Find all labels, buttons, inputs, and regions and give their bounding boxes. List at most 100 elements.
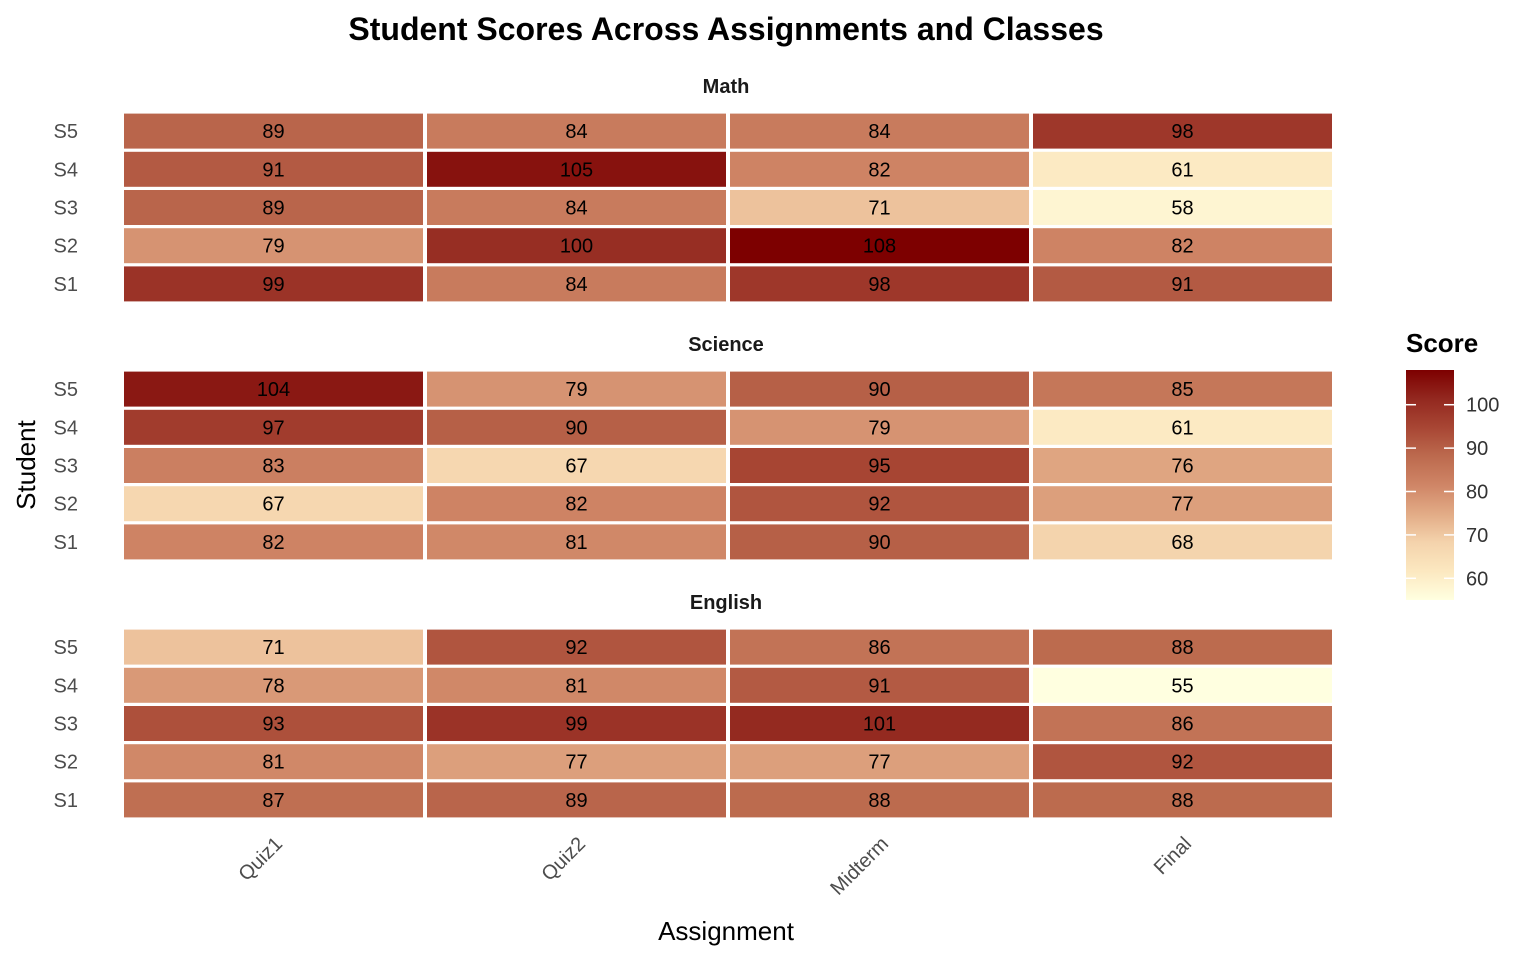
cell-value-label: 88 bbox=[868, 790, 890, 812]
cell-value-label: 88 bbox=[1171, 790, 1193, 812]
heatmap-cell bbox=[730, 782, 1029, 818]
facet-panels: Math S5 89 84 84 98 S4 91 105 82 61 S3 89 84 71 58 S2 79 1… bbox=[54, 76, 1332, 818]
cell-value-label: 77 bbox=[565, 752, 587, 774]
x-axis-ticks: Quiz1 Quiz2 Midterm Final bbox=[235, 833, 1197, 900]
heatmap-cell bbox=[730, 113, 1029, 149]
heatmap-cell bbox=[124, 667, 423, 703]
heatmap-cell bbox=[124, 706, 423, 741]
heatmap-cell bbox=[1033, 667, 1332, 703]
y-tick-label: S2 bbox=[54, 752, 78, 774]
heatmap-cell bbox=[124, 782, 423, 818]
cell-value-label: 85 bbox=[1171, 379, 1193, 401]
chart-title: Student Scores Across Assignments and Cl… bbox=[348, 11, 1103, 47]
cell-value-label: 92 bbox=[868, 494, 890, 516]
heatmap-cell bbox=[1033, 409, 1332, 445]
cell-value-label: 77 bbox=[868, 752, 890, 774]
cell-value-label: 82 bbox=[868, 159, 890, 181]
cell-value-label: 87 bbox=[262, 790, 284, 812]
heatmap-cell bbox=[1033, 228, 1332, 264]
heatmap-cell bbox=[730, 409, 1029, 445]
y-tick-label: S1 bbox=[54, 532, 78, 554]
cell-value-label: 91 bbox=[868, 675, 890, 697]
cell-value-label: 104 bbox=[257, 379, 290, 401]
cell-value-label: 82 bbox=[1171, 236, 1193, 258]
cell-value-label: 95 bbox=[868, 456, 890, 478]
cell-value-label: 91 bbox=[1171, 274, 1193, 296]
heatmap-cell bbox=[427, 448, 726, 483]
cell-value-label: 90 bbox=[868, 532, 890, 554]
heatmap-cell bbox=[427, 151, 726, 187]
cell-value-label: 76 bbox=[1171, 456, 1193, 478]
heatmap-cell bbox=[730, 228, 1029, 264]
cell-value-label: 93 bbox=[262, 714, 284, 736]
heatmap-cell bbox=[427, 228, 726, 264]
heatmap-cell bbox=[124, 409, 423, 445]
heatmap-cell bbox=[427, 524, 726, 560]
heatmap-cell bbox=[124, 190, 423, 225]
y-tick-label: S5 bbox=[54, 121, 78, 143]
cell-value-label: 92 bbox=[565, 637, 587, 659]
cell-value-label: 61 bbox=[1171, 159, 1193, 181]
y-tick-label: S1 bbox=[54, 274, 78, 296]
heatmap-cell bbox=[730, 629, 1029, 665]
heatmap-cell bbox=[124, 228, 423, 264]
cell-value-label: 90 bbox=[565, 417, 587, 439]
heatmap-cell bbox=[1033, 744, 1332, 780]
heatmap-cell bbox=[1033, 151, 1332, 187]
y-tick-label: S3 bbox=[54, 198, 78, 220]
cell-value-label: 105 bbox=[560, 159, 593, 181]
cell-value-label: 86 bbox=[1171, 714, 1193, 736]
facet-title: Math bbox=[703, 76, 750, 98]
cell-value-label: 92 bbox=[1171, 752, 1193, 774]
legend-tick-label: 70 bbox=[1466, 525, 1488, 547]
heatmap-cell bbox=[730, 744, 1029, 780]
legend-tick-label: 100 bbox=[1466, 395, 1499, 417]
cell-value-label: 79 bbox=[565, 379, 587, 401]
heatmap-cell bbox=[427, 371, 726, 407]
y-tick-label: S5 bbox=[54, 379, 78, 401]
cell-value-label: 84 bbox=[565, 121, 587, 143]
y-tick-label: S4 bbox=[54, 675, 78, 697]
legend-tick-label: 60 bbox=[1466, 568, 1488, 590]
cell-value-label: 89 bbox=[262, 198, 284, 220]
cell-value-label: 82 bbox=[262, 532, 284, 554]
cell-value-label: 78 bbox=[262, 675, 284, 697]
heatmap-cell bbox=[427, 266, 726, 302]
facet-title: Science bbox=[688, 334, 764, 356]
y-tick-label: S2 bbox=[54, 494, 78, 516]
cell-value-label: 82 bbox=[565, 494, 587, 516]
cell-value-label: 81 bbox=[262, 752, 284, 774]
cell-value-label: 98 bbox=[1171, 121, 1193, 143]
y-tick-label: S3 bbox=[54, 714, 78, 736]
heatmap-cell bbox=[1033, 782, 1332, 818]
cell-value-label: 84 bbox=[868, 121, 890, 143]
heatmap-cell bbox=[124, 151, 423, 187]
cell-value-label: 83 bbox=[262, 456, 284, 478]
heatmap-cell bbox=[1033, 629, 1332, 665]
heatmap-cell bbox=[124, 486, 423, 522]
heatmap-cell bbox=[730, 190, 1029, 225]
y-tick-label: S5 bbox=[54, 637, 78, 659]
heatmap-cell bbox=[124, 371, 423, 407]
cell-value-label: 81 bbox=[565, 532, 587, 554]
heatmap-cell bbox=[1033, 486, 1332, 522]
heatmap-cell bbox=[124, 266, 423, 302]
y-tick-label: S3 bbox=[54, 456, 78, 478]
heatmap-cell bbox=[427, 667, 726, 703]
cell-value-label: 67 bbox=[565, 456, 587, 478]
y-tick-label: S2 bbox=[54, 236, 78, 258]
cell-value-label: 79 bbox=[262, 236, 284, 258]
heatmap-cell bbox=[730, 667, 1029, 703]
cell-value-label: 99 bbox=[262, 274, 284, 296]
heatmap-cell bbox=[730, 706, 1029, 741]
cell-value-label: 71 bbox=[262, 637, 284, 659]
heatmap-cell bbox=[1033, 524, 1332, 560]
facet-science: Science S5 104 79 90 85 S4 97 90 79 61 S3 83 67 95 76 S2… bbox=[54, 334, 1332, 560]
facet-title: English bbox=[690, 592, 762, 614]
heatmap-cell bbox=[427, 113, 726, 149]
cell-value-label: 55 bbox=[1171, 675, 1193, 697]
heatmap-cell bbox=[124, 744, 423, 780]
heatmap-cell bbox=[730, 486, 1029, 522]
cell-value-label: 79 bbox=[868, 417, 890, 439]
